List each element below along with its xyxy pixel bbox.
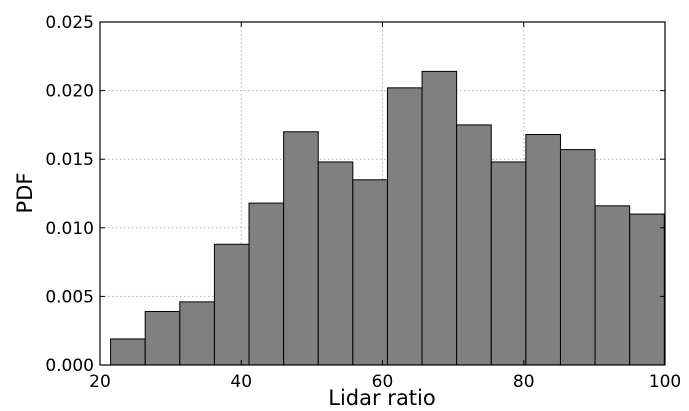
histogram-bar bbox=[525, 134, 561, 366]
axis-ticks bbox=[99, 21, 666, 366]
histogram-bar bbox=[386, 87, 423, 366]
y-tick-label: 0.020 bbox=[45, 82, 94, 102]
y-axis-label: PDF bbox=[13, 173, 37, 214]
histogram-bar bbox=[110, 338, 146, 366]
x-axis-label: Lidar ratio bbox=[328, 386, 435, 410]
x-tick-labels: 20 40 60 80 100 bbox=[89, 372, 681, 392]
x-tick-label: 100 bbox=[649, 372, 681, 392]
histogram-bar bbox=[594, 205, 631, 366]
histogram-bar bbox=[213, 243, 250, 366]
histogram-bar bbox=[179, 301, 215, 366]
histogram-bar bbox=[629, 213, 665, 366]
x-tick-label: 40 bbox=[230, 372, 252, 392]
histogram-bar bbox=[490, 161, 527, 366]
histogram-bar bbox=[456, 124, 492, 366]
x-tick-label: 80 bbox=[513, 372, 535, 392]
histogram-bar bbox=[283, 131, 319, 366]
histogram-bar bbox=[248, 202, 285, 366]
y-tick-label: 0.000 bbox=[45, 356, 94, 376]
x-tick-label: 20 bbox=[89, 372, 111, 392]
histogram-bar bbox=[352, 179, 388, 366]
y-tick-label: 0.005 bbox=[45, 287, 94, 307]
y-tick-label: 0.015 bbox=[45, 150, 94, 170]
y-tick-labels: 0.000 0.005 0.010 0.015 0.020 0.025 bbox=[45, 13, 94, 376]
y-tick-label: 0.025 bbox=[45, 13, 94, 33]
histogram-bar bbox=[559, 149, 596, 366]
histogram-bar bbox=[144, 310, 181, 366]
histogram-bar bbox=[421, 70, 458, 366]
histogram-bar bbox=[317, 161, 354, 366]
grid-lines bbox=[100, 22, 665, 365]
y-tick-label: 0.010 bbox=[45, 219, 94, 239]
histogram-bars bbox=[110, 70, 665, 366]
x-tick-label: 60 bbox=[372, 372, 394, 392]
